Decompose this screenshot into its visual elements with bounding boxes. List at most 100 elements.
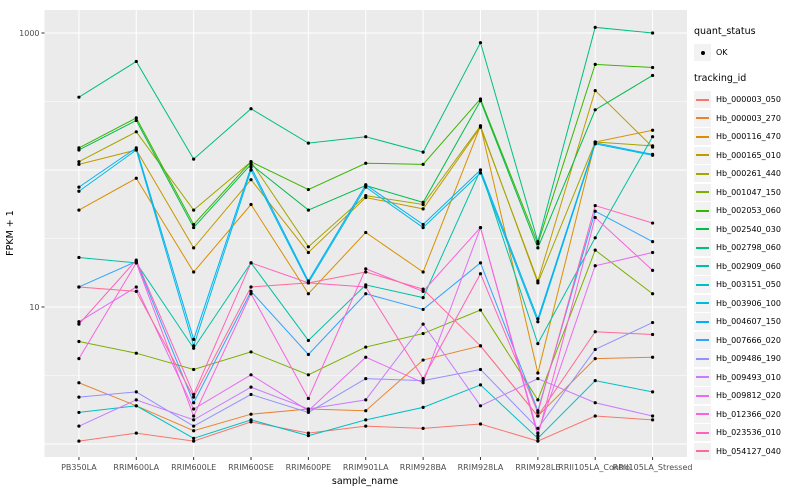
data-point [249, 350, 253, 354]
legend-item: Hb_009493_010 [694, 368, 800, 386]
legend-item: Hb_001047_150 [694, 183, 800, 201]
data-point [421, 377, 425, 381]
legend-item: Hb_054127_040 [694, 442, 800, 460]
x-tick-label: RRII105LA_Control [558, 463, 632, 472]
data-point [593, 347, 597, 352]
legend-key-box [694, 368, 711, 386]
data-point [306, 187, 310, 192]
legend-key-box [694, 257, 711, 275]
data-point [421, 222, 425, 227]
x-tick-label: RRIM600LA [113, 463, 159, 472]
data-point [134, 146, 138, 150]
data-point [77, 395, 81, 399]
data-point [536, 281, 540, 285]
data-point [192, 407, 196, 411]
data-point [192, 418, 196, 422]
line-swatch-icon [696, 246, 709, 249]
data-point [77, 285, 81, 289]
legend-item-label: Hb_001047_150 [716, 187, 781, 197]
data-point [421, 225, 425, 230]
data-point [593, 414, 597, 418]
data-point [478, 168, 483, 172]
data-point [192, 395, 196, 399]
legend-item-label: Hb_002053_060 [716, 206, 781, 215]
legend-item: OK [694, 44, 800, 61]
line-swatch-icon [696, 302, 709, 304]
data-point [192, 367, 196, 372]
data-point [249, 261, 253, 265]
series-points [77, 25, 655, 443]
data-point [650, 31, 655, 35]
data-point [536, 317, 540, 321]
legend-key-box [694, 239, 711, 256]
data-point [650, 240, 655, 244]
line-swatch-icon [696, 154, 709, 156]
data-point [192, 424, 196, 428]
line-swatch-icon [696, 117, 709, 119]
data-point [536, 439, 540, 443]
legend-item: Hb_023536_010 [694, 424, 800, 441]
data-point [364, 355, 368, 359]
data-point [306, 396, 310, 401]
data-point [249, 107, 253, 111]
legend-key-box [694, 313, 711, 330]
data-point [306, 431, 310, 435]
data-point [249, 285, 253, 289]
data-point [77, 162, 81, 166]
legend-item-label: Hb_000165_010 [716, 150, 781, 160]
data-point [593, 25, 597, 29]
data-point [134, 116, 138, 120]
data-point [478, 422, 483, 426]
x-tick-label: RRII105LA_Stressed [613, 463, 692, 472]
data-point [364, 292, 368, 296]
data-point [134, 398, 138, 402]
legend-item: Hb_002798_060 [694, 239, 800, 256]
data-point [192, 414, 196, 418]
data-point [306, 292, 310, 296]
data-point [478, 344, 483, 348]
legend-item-label: OK [716, 48, 728, 57]
data-point [364, 267, 368, 271]
line-swatch-icon [696, 191, 709, 193]
x-tick-label: RRIM928BA [400, 463, 447, 472]
line-swatch-icon [696, 394, 709, 397]
data-point [364, 161, 368, 165]
legend-item-label: Hb_007666_020 [716, 335, 781, 345]
data-point [593, 88, 597, 93]
legend-item: Hb_002053_060 [694, 202, 800, 219]
data-point [364, 270, 368, 274]
legend-item-label: Hb_002798_060 [716, 243, 781, 252]
data-point [192, 222, 196, 227]
data-point [650, 418, 655, 422]
data-point [421, 296, 425, 300]
data-point [593, 141, 597, 145]
data-point [77, 381, 81, 385]
data-point [77, 160, 81, 164]
data-point [249, 292, 253, 296]
data-point [77, 95, 81, 99]
data-point [364, 285, 368, 289]
data-point [421, 150, 425, 154]
line-swatch-icon [696, 320, 709, 323]
data-point [536, 436, 540, 440]
data-point [77, 410, 81, 415]
legend-item: Hb_004607_150 [694, 313, 800, 330]
data-point [249, 289, 253, 293]
data-point [306, 245, 310, 249]
data-point [536, 426, 540, 430]
legend-item-label: Hb_000003_270 [716, 113, 781, 123]
data-point [421, 287, 425, 291]
data-point [134, 285, 138, 289]
data-point [650, 73, 655, 78]
data-point [650, 152, 655, 156]
data-point [364, 194, 368, 198]
legend-item-label: Hb_009812_020 [716, 391, 781, 400]
data-point [249, 178, 253, 182]
x-tick-label: RRIM600PE [286, 463, 332, 472]
data-point [134, 289, 138, 293]
data-point [536, 398, 540, 402]
data-point [478, 124, 483, 128]
legend-item: Hb_000116_470 [694, 128, 800, 145]
data-point [306, 338, 310, 343]
data-point [364, 409, 368, 413]
